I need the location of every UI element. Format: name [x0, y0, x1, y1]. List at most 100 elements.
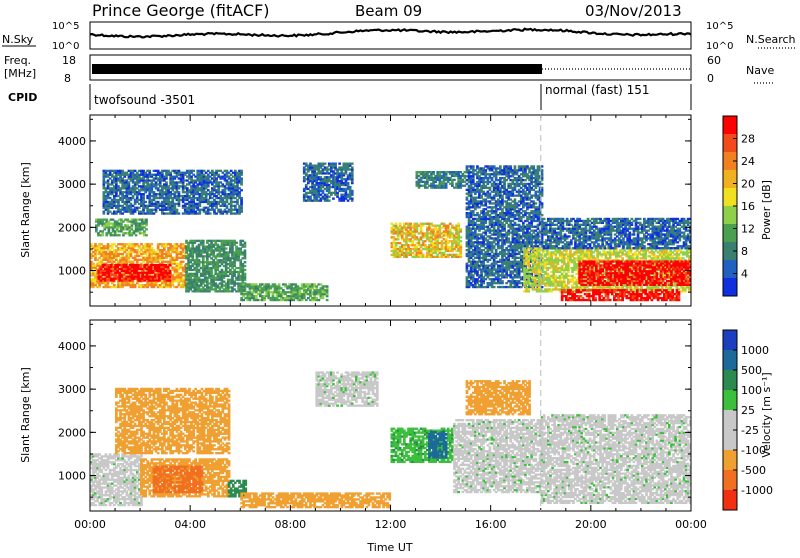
heatmap-cell — [459, 228, 462, 230]
heatmap-cell — [176, 259, 179, 261]
heatmap-cell — [143, 230, 146, 232]
heatmap-cell — [240, 183, 243, 185]
heatmap-cell — [416, 236, 419, 238]
heatmap-cell — [142, 197, 145, 199]
heatmap-cell — [122, 234, 125, 236]
heatmap-cell — [117, 201, 120, 203]
nsearch-tick-bottom: 10^0 — [706, 41, 733, 52]
heatmap-cell — [107, 282, 110, 284]
heatmap-cell — [351, 200, 354, 202]
heatmap-cell — [328, 200, 331, 202]
heatmap-cell — [94, 255, 97, 257]
heatmap-cell — [240, 201, 243, 203]
heatmap-cell — [255, 283, 258, 285]
heatmap-cell — [301, 299, 304, 301]
heatmap-cell — [326, 299, 329, 301]
heatmap-cell — [178, 205, 181, 207]
heatmap-cell — [213, 209, 216, 211]
beam-title: Beam 09 — [355, 2, 422, 20]
heatmap-cell — [226, 205, 229, 207]
heatmap-cell — [240, 209, 243, 211]
heatmap-cell — [320, 283, 323, 285]
heatmap-cell — [199, 205, 202, 207]
heatmap-cell — [165, 181, 168, 183]
heatmap-cell — [328, 196, 331, 198]
heatmap-cell — [120, 222, 123, 224]
heatmap-cell — [470, 193, 473, 195]
heatmap-cell — [142, 209, 145, 211]
heatmap-cell — [130, 203, 133, 205]
heatmap-cell — [192, 170, 195, 172]
heatmap-cell — [191, 253, 194, 255]
heatmap-cell — [225, 247, 228, 249]
nave-tick-top: 60 — [707, 54, 721, 67]
heatmap-cell — [180, 263, 183, 265]
heatmap-cell — [351, 198, 354, 200]
heatmap-cell — [345, 190, 348, 192]
heatmap-cell — [240, 177, 243, 179]
heatmap-cell — [307, 182, 310, 184]
heatmap-cell — [416, 227, 419, 229]
heatmap-cell — [249, 299, 252, 301]
heatmap-cell — [98, 284, 101, 286]
heatmap-cell — [482, 191, 485, 193]
nsearch-tick-top: 10^5 — [706, 21, 733, 32]
heatmap-cell — [495, 175, 498, 177]
heatmap-cell — [217, 267, 220, 269]
heatmap-cell — [351, 190, 354, 192]
heatmap-cell — [244, 257, 247, 259]
cpid-label: CPID — [8, 91, 37, 104]
heatmap-cell — [305, 163, 308, 165]
heatmap-cell — [240, 170, 243, 172]
heatmap-cell — [219, 181, 222, 183]
heatmap-cell — [169, 270, 172, 272]
heatmap-cell — [233, 261, 236, 263]
heatmap-cell — [131, 234, 134, 236]
heatmap-cell — [209, 212, 212, 214]
heatmap-cell — [395, 223, 398, 225]
freq-tick-bottom: 8 — [64, 72, 71, 85]
heatmap-cell — [495, 249, 498, 251]
nsearch-label: N.Search — [746, 33, 796, 46]
heatmap-cell — [484, 202, 487, 204]
heatmap-cell — [399, 242, 402, 244]
heatmap-cell — [324, 163, 327, 165]
heatmap-cell — [453, 179, 456, 181]
heatmap-cell — [445, 185, 448, 187]
heatmap-cell — [176, 209, 179, 211]
heatmap-cell — [282, 289, 285, 291]
heatmap-cell — [476, 165, 479, 167]
heatmap-cell — [459, 230, 462, 232]
heatmap-cell — [320, 200, 323, 202]
heatmap-cell — [207, 189, 210, 191]
heatmap-cell — [351, 178, 354, 180]
heatmap-cell — [107, 179, 110, 181]
heatmap-cell — [480, 272, 483, 274]
heatmap-cell — [198, 259, 201, 261]
heatmap-cell — [176, 243, 179, 245]
heatmap-cell — [315, 297, 318, 299]
heatmap-cell — [233, 284, 236, 286]
heatmap-cell — [472, 210, 475, 212]
cpid-segment-normal: normal (fast) 151 — [545, 83, 649, 97]
heatmap-cell — [495, 210, 498, 212]
heatmap-cell — [244, 249, 247, 251]
heatmap-cell — [100, 243, 103, 245]
heatmap-cell — [240, 189, 243, 191]
heatmap-cell — [436, 244, 439, 246]
heatmap-cell — [309, 163, 312, 165]
heatmap-cell — [493, 286, 496, 288]
heatmap-cell — [274, 283, 277, 285]
heatmap-cell — [315, 285, 318, 287]
heatmap-cell — [343, 200, 346, 202]
heatmap-cell — [134, 284, 137, 286]
freq-units-label: [MHz] — [4, 67, 36, 80]
heatmap-cell — [202, 257, 205, 259]
heatmap-cell — [326, 295, 329, 297]
heatmap-cell — [113, 243, 116, 245]
heatmap-cell — [240, 197, 243, 199]
heatmap-cell — [451, 232, 454, 234]
heatmap-cell — [210, 271, 213, 273]
